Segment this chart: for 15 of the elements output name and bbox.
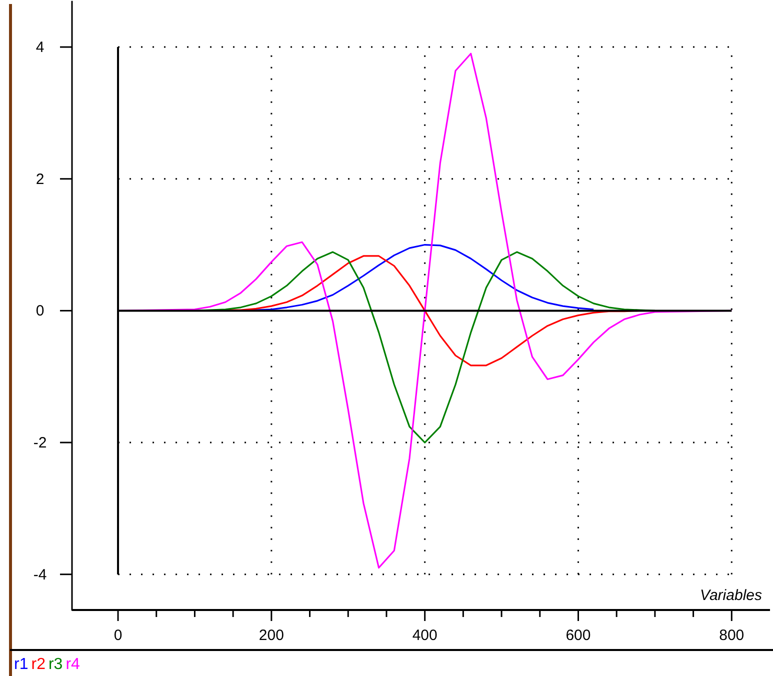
- text: r4: [66, 656, 80, 673]
- y-tick-label: 2: [36, 170, 44, 188]
- text: r3: [48, 656, 63, 673]
- x-tick-label: 200: [258, 627, 284, 644]
- x-tick-label: 800: [719, 627, 744, 644]
- y-tick-label: -2: [33, 434, 47, 452]
- x-tick-label: 0: [114, 627, 122, 644]
- x-tick-label: 400: [412, 627, 438, 644]
- y-tick-label: -4: [33, 566, 47, 584]
- text: r2: [31, 656, 46, 673]
- y-tick-label: 4: [36, 39, 44, 56]
- x-axis-title: Variables: [700, 587, 762, 604]
- text: r1: [14, 656, 28, 673]
- y-tick-label: 0: [36, 302, 44, 320]
- x-tick-label: 600: [566, 627, 591, 644]
